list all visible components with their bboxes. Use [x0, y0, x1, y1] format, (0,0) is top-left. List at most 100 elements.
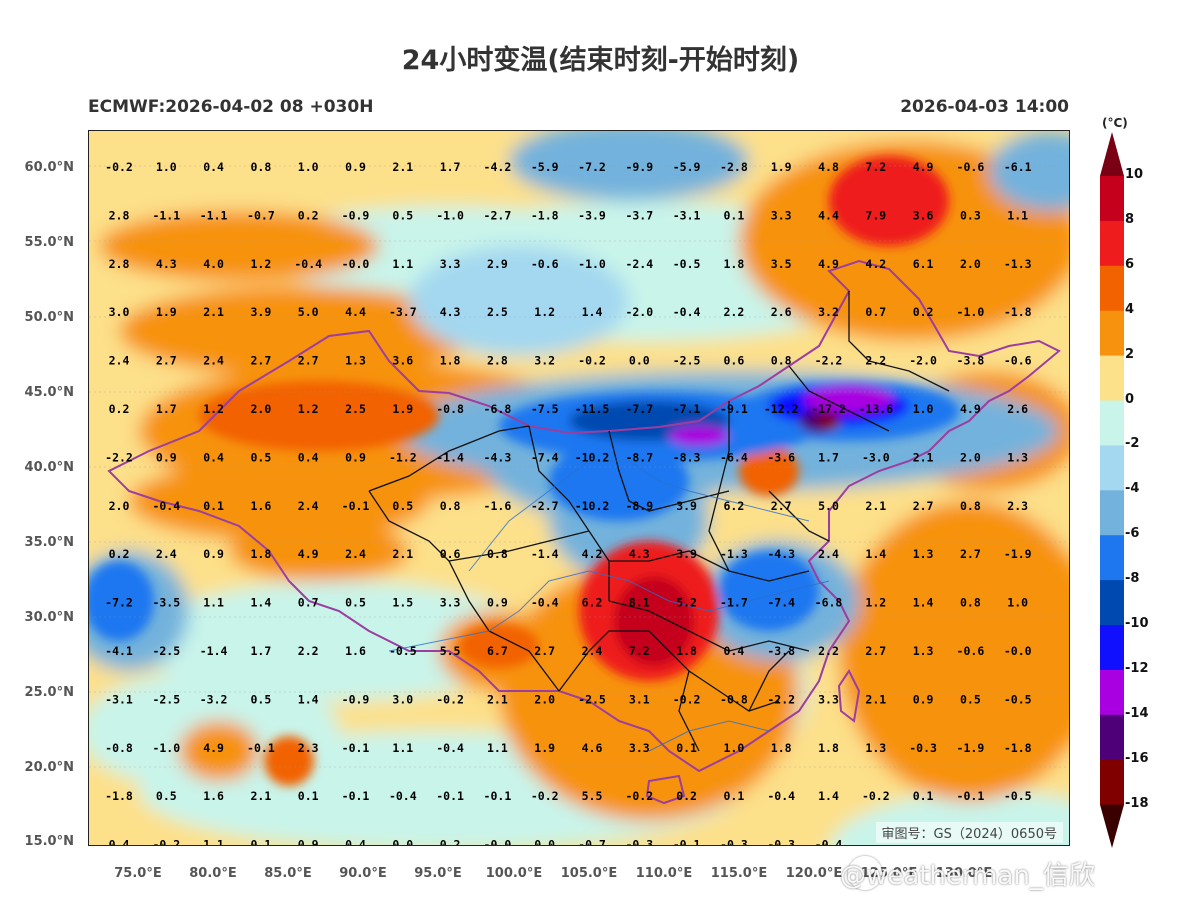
grid-value: 2.2 — [818, 644, 839, 658]
grid-value: -1.3 — [1004, 257, 1032, 271]
grid-value: -10.2 — [575, 450, 610, 464]
grid-value: -3.2 — [200, 692, 228, 706]
grid-value: 2.1 — [392, 160, 413, 174]
grid-value: 2.4 — [298, 499, 319, 513]
watermark-text: @weatherman_信欣 — [840, 861, 1095, 891]
grid-value: -0.0 — [1004, 644, 1032, 658]
grid-value: -5.9 — [531, 160, 559, 174]
x-axis-tick-label: 85.0°E — [264, 866, 312, 881]
grid-value: -4.3 — [767, 547, 795, 561]
grid-value: 4.2 — [582, 547, 603, 561]
grid-value: 2.8 — [109, 208, 130, 222]
grid-value: -0.1 — [484, 789, 512, 803]
grid-value: 4.8 — [818, 160, 839, 174]
grid-value: 1.2 — [298, 402, 319, 416]
grid-value: 2.0 — [960, 450, 981, 464]
grid-value: 1.1 — [203, 838, 224, 845]
grid-value: -1.9 — [957, 741, 985, 755]
grid-value: -0.4 — [152, 499, 180, 513]
map-approval-number: 审图号：GS（2024）0650号 — [875, 822, 1063, 843]
grid-value: -1.8 — [531, 208, 559, 222]
grid-value: 4.6 — [582, 741, 603, 755]
grid-value: -2.2 — [105, 450, 133, 464]
colorbar-segment — [1100, 310, 1124, 357]
grid-value: 1.8 — [440, 354, 461, 368]
grid-value: -1.9 — [1004, 547, 1032, 561]
y-axis-tick-label: 55.0°N — [24, 235, 74, 250]
grid-value: 1.4 — [251, 596, 272, 610]
grid-value: -7.1 — [673, 402, 701, 416]
temperature-change-map[interactable]: -0.2 1.0 0.4 0.8 1.0 0.9 2.1 1.7 -4.2 -5.9 -7.2 -9.… — [88, 130, 1070, 846]
grid-value: -10.2 — [575, 499, 610, 513]
chart-title: 24小时变温(结束时刻-开始时刻) — [401, 45, 800, 76]
grid-value: 0.1 — [724, 208, 745, 222]
y-axis-tick-label: 40.0°N — [24, 460, 74, 475]
grid-value: -8.9 — [625, 499, 653, 513]
grid-value: 0.1 — [676, 741, 697, 755]
grid-value: -0.2 — [152, 838, 180, 845]
grid-value: 0.2 — [676, 789, 697, 803]
grid-value: 0.5 — [960, 692, 981, 706]
colorbar-tick-label: 6 — [1125, 256, 1135, 272]
grid-value: -0.2 — [531, 789, 559, 803]
grid-value: 0.4 — [203, 160, 224, 174]
grid-value: 0.5 — [251, 692, 272, 706]
grid-value: 0.2 — [298, 208, 319, 222]
grid-value: 0.9 — [203, 547, 224, 561]
grid-value: -2.7 — [484, 208, 512, 222]
model-run-label: ECMWF:2026-04-02 08 +030H — [88, 97, 374, 117]
country-border — [107, 259, 1061, 773]
grid-value: -7.7 — [625, 402, 653, 416]
grid-value: -0.1 — [342, 499, 370, 513]
y-axis-tick-label: 15.0°N — [24, 834, 74, 849]
grid-value: -1.0 — [152, 741, 180, 755]
grid-value: -0.3 — [909, 741, 937, 755]
grid-value: 0.2 — [913, 305, 934, 319]
grid-value: 1.3 — [1007, 450, 1028, 464]
grid-value: -9.9 — [625, 160, 653, 174]
grid-value: -2.5 — [673, 354, 701, 368]
grid-value: -7.2 — [578, 160, 606, 174]
colorbar-tick-label: -2 — [1125, 436, 1140, 452]
grid-value: 4.3 — [629, 547, 650, 561]
y-axis-tick-label: 50.0°N — [24, 310, 74, 325]
grid-value: 2.3 — [298, 741, 319, 755]
grid-value: -4.3 — [484, 450, 512, 464]
grid-value: 5.0 — [818, 499, 839, 513]
grid-value: 0.5 — [251, 450, 272, 464]
grid-value: 1.3 — [345, 354, 366, 368]
grid-value: -3.1 — [673, 208, 701, 222]
grid-value: -1.8 — [105, 789, 133, 803]
grid-value: 2.1 — [913, 450, 934, 464]
grid-value: 0.1 — [913, 789, 934, 803]
grid-value: -1.0 — [957, 305, 985, 319]
grid-value: -6.8 — [815, 596, 843, 610]
grid-value: -0.7 — [247, 208, 275, 222]
rivers — [388, 460, 830, 752]
grid-value: -0.2 — [436, 692, 464, 706]
colorbar-tick-label: -16 — [1125, 750, 1149, 766]
grid-value: -0.4 — [815, 838, 843, 845]
grid-value: -3.9 — [578, 208, 606, 222]
grid-value: 0.4 — [724, 644, 745, 658]
grid-value: 4.9 — [913, 160, 934, 174]
colorbar-tick-label: 10 — [1125, 167, 1144, 182]
grid-value: 1.2 — [534, 305, 555, 319]
grid-value: -0.3 — [720, 838, 748, 845]
grid-value: -0.1 — [957, 789, 985, 803]
grid-value: -0.9 — [342, 208, 370, 222]
grid-value: 5.5 — [440, 644, 461, 658]
grid-value: 2.8 — [109, 257, 130, 271]
grid-value: 7.2 — [629, 644, 650, 658]
grid-value: 2.1 — [203, 305, 224, 319]
grid-value: -0.6 — [531, 257, 559, 271]
grid-value: 1.0 — [913, 402, 934, 416]
grid-value: 0.4 — [203, 450, 224, 464]
grid-value: 0.5 — [392, 499, 413, 513]
grid-value: 0.8 — [960, 596, 981, 610]
grid-value: 1.4 — [298, 692, 319, 706]
grid-value: -0.4 — [531, 596, 559, 610]
grid-value: 2.1 — [865, 499, 886, 513]
grid-value: 3.3 — [818, 692, 839, 706]
grid-value: 3.3 — [440, 596, 461, 610]
